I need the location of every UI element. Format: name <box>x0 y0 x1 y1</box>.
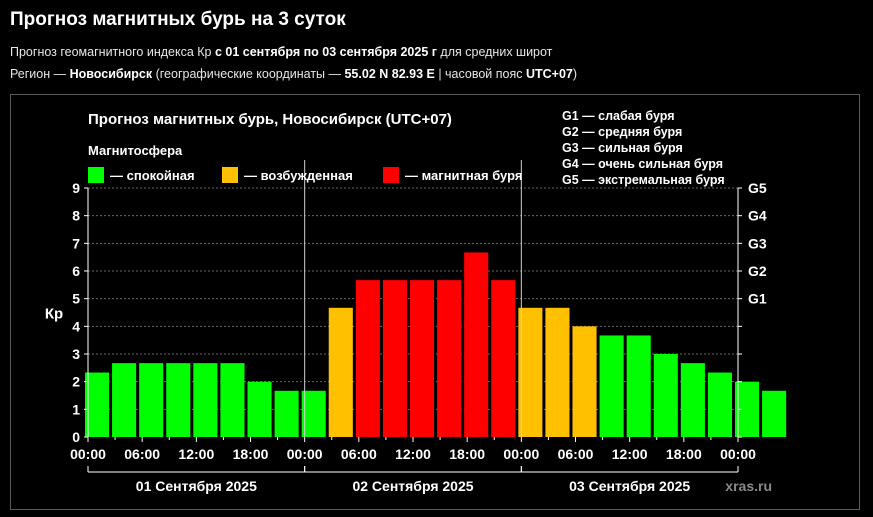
kp-bar <box>653 354 678 437</box>
kp-bar <box>680 363 705 437</box>
x-tick-label: 12:00 <box>178 446 214 462</box>
g-tick-label: G4 <box>748 208 767 224</box>
kp-bar <box>437 280 462 437</box>
kp-bar <box>166 363 191 437</box>
kp-bar <box>301 390 326 437</box>
day-label: 01 Сентября 2025 <box>136 478 257 494</box>
y-tick-label: 1 <box>72 401 80 417</box>
day-label: 02 Сентября 2025 <box>352 478 473 494</box>
g-tick-label: G1 <box>748 291 767 307</box>
kp-bar <box>355 280 380 437</box>
kp-bar <box>139 363 164 437</box>
kp-bar <box>626 335 651 437</box>
g-scale-item: G4 — очень сильная буря <box>562 157 723 171</box>
region-timezone: UTC+07 <box>525 67 573 81</box>
x-tick-label: 00:00 <box>503 446 539 462</box>
legend-label: — возбужденная <box>244 168 353 183</box>
kp-bar <box>84 372 110 437</box>
watermark: xras.ru <box>725 478 772 494</box>
legend-label: — спокойная <box>110 168 195 183</box>
kp-bar <box>220 363 245 437</box>
line2-mid: (географические координаты — <box>152 67 345 81</box>
kp-bar <box>707 372 732 437</box>
y-tick-label: 8 <box>72 208 80 224</box>
x-tick-label: 06:00 <box>558 446 594 462</box>
kp-bar <box>409 280 435 437</box>
kp-bar <box>572 326 597 437</box>
y-tick-label: 7 <box>72 235 80 251</box>
y-tick-label: 2 <box>72 374 80 390</box>
legend-label: — магнитная буря <box>405 168 522 183</box>
line2-prefix: Регион — <box>10 67 70 81</box>
g-scale-item: G5 — экстремальная буря <box>562 173 725 187</box>
kp-bar <box>382 280 407 437</box>
region-line: Регион — Новосибирск (географические коо… <box>10 67 577 81</box>
y-tick-label: 5 <box>72 291 80 307</box>
kp-bar <box>762 390 787 437</box>
kp-bar <box>193 363 218 437</box>
legend-swatch <box>88 167 104 183</box>
page-title: Прогноз магнитных бурь на 3 суток <box>10 9 346 30</box>
y-tick-label: 4 <box>72 318 80 334</box>
x-tick-label: 18:00 <box>233 446 269 462</box>
x-tick-label: 00:00 <box>287 446 323 462</box>
chart-title: Прогноз магнитных бурь, Новосибирск (UTC… <box>88 111 452 128</box>
region-coords: 55.02 N 82.93 E <box>344 67 435 81</box>
g-scale-item: G1 — слабая буря <box>562 109 675 123</box>
kp-bar <box>545 307 570 437</box>
day-label: 03 Сентября 2025 <box>569 478 690 494</box>
kp-bar <box>464 252 489 437</box>
kp-bar <box>328 307 353 437</box>
chart-frame <box>10 94 860 510</box>
g-tick-label: G2 <box>748 263 767 279</box>
x-tick-label: 12:00 <box>395 446 431 462</box>
x-tick-label: 06:00 <box>124 446 160 462</box>
kp-bar <box>491 280 516 437</box>
g-tick-label: G5 <box>748 180 767 196</box>
x-tick-label: 12:00 <box>612 446 648 462</box>
legend-swatch <box>222 167 238 183</box>
kp-bar <box>518 307 543 437</box>
kp-bar <box>599 335 624 437</box>
g-scale-item: G2 — средняя буря <box>562 125 682 139</box>
line1-suffix: для средних широт <box>436 45 553 59</box>
x-tick-label: 00:00 <box>70 446 106 462</box>
g-scale-item: G3 — сильная буря <box>562 141 683 155</box>
g-tick-label: G3 <box>748 235 767 251</box>
y-tick-label: 6 <box>72 263 80 279</box>
legend-swatch <box>383 167 399 183</box>
y-tick-label: 9 <box>72 180 80 196</box>
forecast-period: с 01 сентября по 03 сентября 2025 г <box>214 45 437 59</box>
y-tick-label: 3 <box>72 346 80 362</box>
line2-end: ) <box>572 67 578 81</box>
legend-title: Магнитосфера <box>88 143 183 158</box>
forecast-period-line: Прогноз геомагнитного индекса Кр с 01 се… <box>10 45 552 59</box>
y-tick-label: 0 <box>72 429 80 445</box>
x-tick-label: 00:00 <box>720 446 756 462</box>
line1-prefix: Прогноз геомагнитного индекса Кр <box>10 45 215 59</box>
region-city: Новосибирск <box>69 67 153 81</box>
x-tick-label: 06:00 <box>341 446 377 462</box>
line2-tz-label: | часовой пояс <box>434 67 526 81</box>
kp-bar <box>274 390 299 437</box>
x-tick-label: 18:00 <box>449 446 485 462</box>
x-tick-label: 18:00 <box>666 446 702 462</box>
kp-bar <box>112 363 137 437</box>
y-axis-label: Кр <box>45 306 63 323</box>
kp-bar <box>247 381 272 437</box>
